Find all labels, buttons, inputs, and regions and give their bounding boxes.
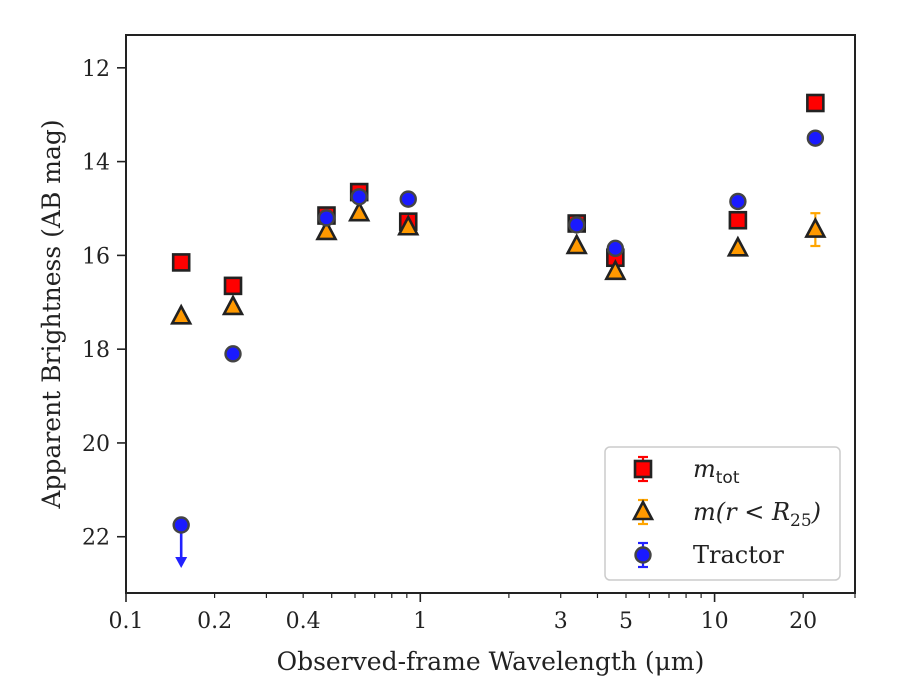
series-tractor — [172, 129, 825, 569]
legend-item-mtot: mtot — [633, 455, 740, 488]
circle-marker — [806, 129, 825, 147]
circle-marker — [568, 216, 586, 234]
triangle-marker — [221, 294, 245, 316]
x-tick-label: 0.2 — [197, 609, 232, 634]
y-tick-label: 14 — [82, 151, 110, 176]
y-tick-label: 18 — [82, 338, 110, 363]
y-tick-label: 16 — [82, 244, 110, 269]
circle-marker — [399, 190, 417, 208]
triangle-marker — [604, 259, 627, 281]
y-axis-label: Apparent Brightness (AB mag) — [37, 119, 66, 509]
triangle-marker — [315, 219, 338, 241]
y-tick-label: 20 — [82, 432, 110, 457]
triangle-marker — [565, 233, 588, 255]
series-mR25 — [170, 200, 827, 325]
circle-marker — [317, 209, 336, 227]
triangle-marker — [397, 214, 420, 236]
x-tick-label: 0.4 — [286, 609, 321, 634]
square-marker — [728, 210, 748, 230]
x-tick-label: 1 — [413, 609, 427, 634]
data-points — [170, 93, 827, 569]
square-marker — [806, 93, 825, 113]
upper-limit-arrowhead — [175, 557, 188, 569]
triangle-marker — [170, 303, 193, 325]
triangle-marker — [804, 216, 827, 238]
legend-item-mR25: m(r < R25) — [631, 498, 821, 531]
legend-item-tractor: Tractor — [634, 541, 784, 569]
x-axis-label: Observed-frame Wavelength (μm) — [277, 647, 705, 676]
circle-marker — [350, 188, 368, 206]
plot-frame — [125, 34, 856, 594]
y-tick-label: 12 — [82, 57, 110, 82]
legend-label: m(r < R25) — [693, 498, 821, 531]
axis-ticks: 0.1 0.2 0.4 1 3 5 10 20 12 14 16 18 20 22 — [82, 57, 856, 634]
square-marker — [223, 276, 243, 296]
circle-marker — [634, 546, 652, 564]
x-tick-label: 0.1 — [109, 609, 144, 634]
x-tick-label: 3 — [554, 609, 568, 634]
x-tick-label: 5 — [619, 609, 633, 634]
square-marker — [171, 253, 191, 272]
triangle-marker — [631, 499, 655, 521]
y-tick-label: 22 — [82, 526, 110, 551]
legend-label: mtot — [693, 455, 740, 488]
x-tick-label: 20 — [789, 609, 817, 634]
x-tick-label: 10 — [701, 609, 729, 634]
circle-marker — [729, 192, 747, 211]
legend: mtot m(r < R25) Tractor — [604, 446, 841, 581]
square-marker — [633, 459, 653, 479]
legend-box — [604, 446, 841, 581]
legend-label: Tractor — [693, 541, 784, 569]
circle-marker — [606, 239, 625, 258]
triangle-marker — [726, 235, 750, 257]
triangle-marker — [348, 200, 371, 222]
circle-marker — [172, 516, 190, 534]
circle-marker — [224, 345, 242, 363]
series-mtot — [171, 93, 825, 296]
